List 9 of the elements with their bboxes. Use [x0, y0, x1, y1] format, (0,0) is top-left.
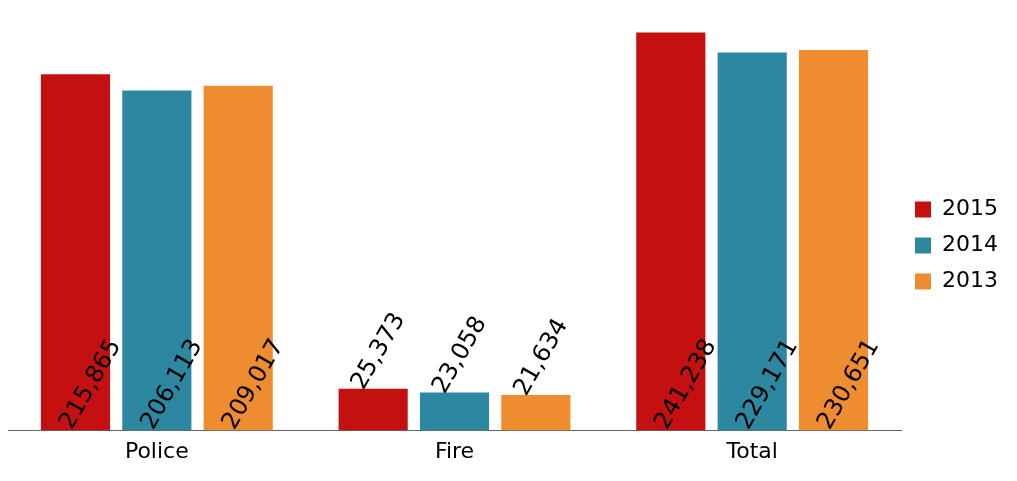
bar	[338, 388, 408, 431]
legend-label: 2015	[942, 195, 999, 221]
legend-label: 2013	[942, 267, 999, 293]
x-tick-label: Police	[124, 437, 189, 463]
x-tick-label: Fire	[434, 437, 475, 463]
legend-label: 2014	[942, 231, 999, 257]
x-tick-label: Total	[725, 437, 778, 463]
bar	[501, 394, 571, 431]
bar	[419, 392, 490, 431]
